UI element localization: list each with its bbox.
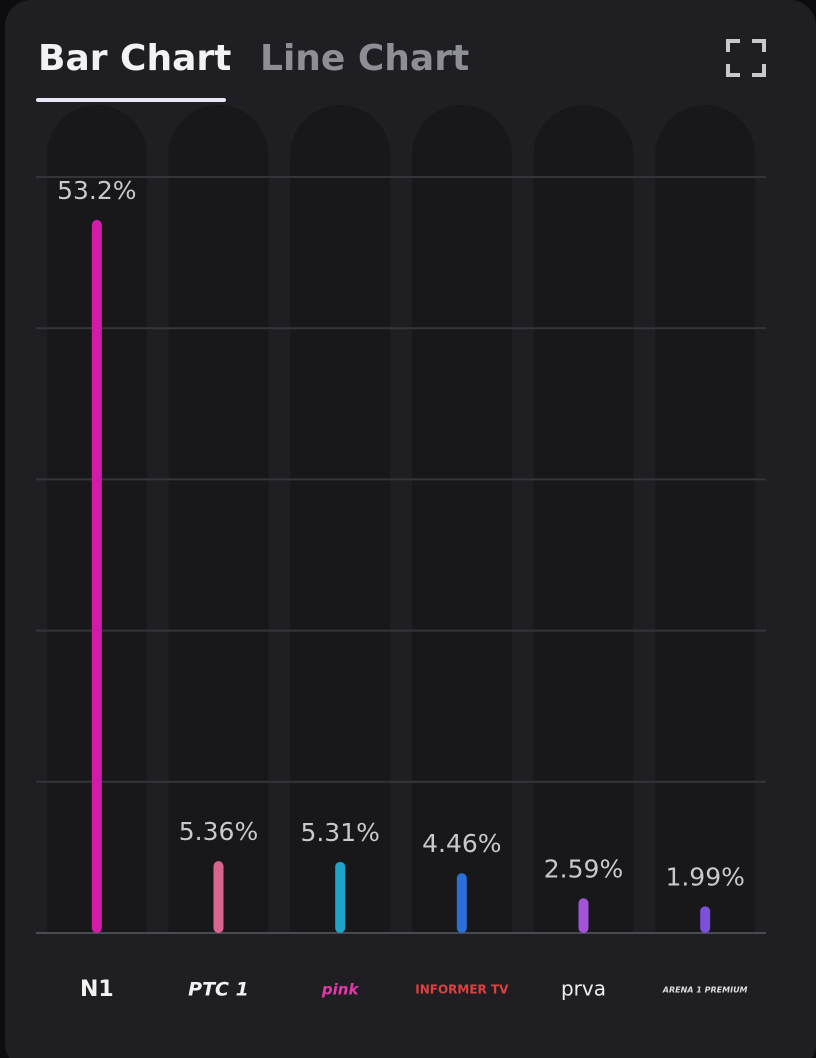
column-background [655,104,756,933]
fullscreen-icon[interactable] [726,39,766,77]
channel-logo: N1 [80,977,114,1002]
value-label: 1.99% [665,862,744,891]
column-background [168,104,269,933]
value-label: 5.31% [300,818,379,847]
channel-logo: РТС 1 [188,979,249,1001]
bar [213,861,224,933]
channel-logo: INFORMER TV [415,983,509,997]
value-label: 2.59% [544,854,623,883]
tab-inactive[interactable]: Line Chart [260,38,469,79]
bar [335,861,346,933]
tab-underline [36,98,226,102]
bar [578,898,589,933]
column-background [533,104,634,933]
column-background [290,104,391,933]
tab-active[interactable]: Bar Chart [38,38,231,79]
fullscreen-path [726,39,766,77]
value-label: 4.46% [422,829,501,858]
bar [456,873,467,933]
column-background [411,104,512,933]
bar [91,219,102,933]
bar [700,906,711,933]
channel-logo: pink [321,981,360,999]
channel-logo: prva [561,977,606,1001]
channel-logo: ARENA 1 PREMIUM [662,986,748,995]
value-label: 5.36% [179,817,258,846]
value-label: 53.2% [57,176,136,205]
